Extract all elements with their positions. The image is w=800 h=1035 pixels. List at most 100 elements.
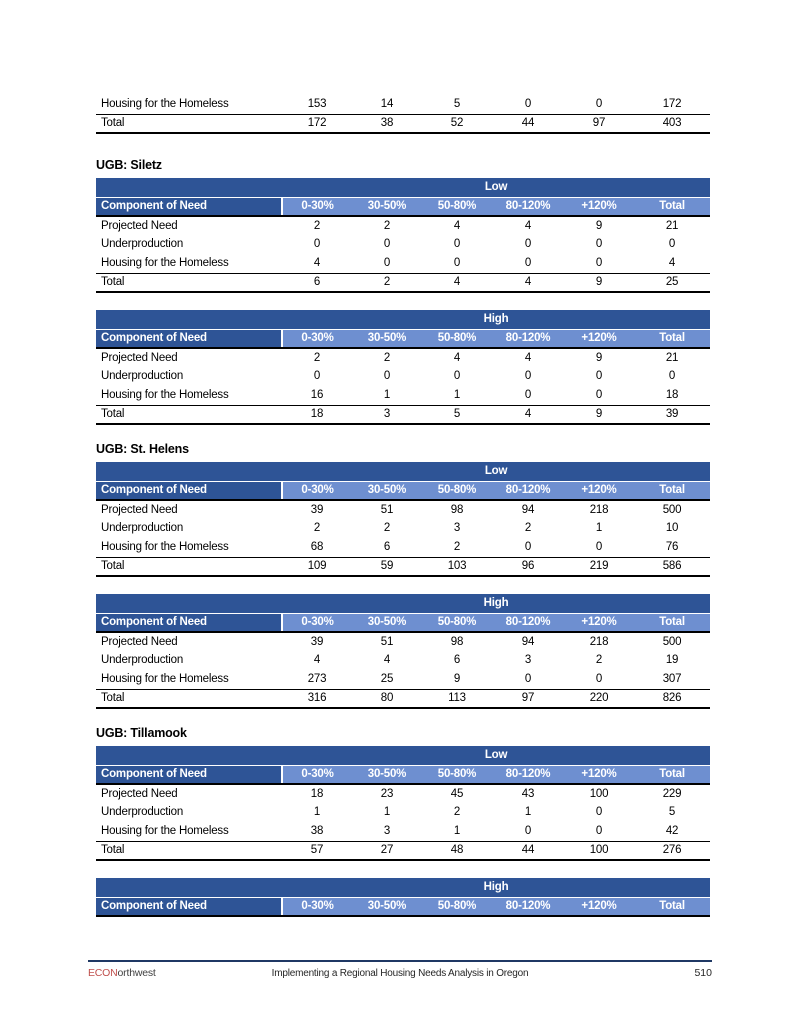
cell-value: 273	[282, 670, 352, 690]
component-of-need-header: Component of Need	[96, 765, 282, 785]
cell-value: 21	[665, 351, 679, 364]
cell-value: 98	[450, 503, 464, 516]
scenario-band-row: Low	[96, 746, 711, 766]
cell-value: 25	[634, 273, 711, 293]
cell-value: 51	[380, 503, 394, 516]
row-label: Underproduction	[101, 238, 184, 251]
cell-value: 18	[310, 787, 324, 800]
cell-value: 307	[634, 670, 711, 690]
cell-value: 586	[634, 557, 711, 577]
table-row: Underproduction 1 1 2 1 0 5	[96, 803, 710, 822]
column-header: +120%	[564, 765, 634, 785]
scenario-band-corner	[96, 310, 282, 330]
cell-value: 4	[422, 273, 492, 293]
cell-value: 1	[313, 806, 321, 819]
cell-value: 0	[564, 254, 634, 274]
cell-value: 3	[352, 822, 422, 842]
table-row: Total 316 80 113 97 220 826	[96, 689, 711, 709]
footer-brand-logo: ECONorthwest	[88, 967, 238, 979]
cell-value: 229	[662, 787, 682, 800]
cell-value: 27	[352, 841, 422, 861]
cell-value: 14	[352, 95, 422, 115]
scenario-band-corner	[96, 878, 282, 898]
cell-value: 826	[634, 689, 711, 709]
cell-value: 44	[492, 114, 564, 134]
cell-value: 5	[422, 95, 492, 115]
cell-value: 6	[453, 654, 461, 667]
component-of-need-header: Component of Need	[96, 613, 282, 633]
component-of-need-header: Component of Need	[96, 329, 282, 349]
cell-value: 2	[383, 522, 391, 535]
page-content: Housing for the Homeless 153 14 5 0 0 172 Total…	[96, 95, 711, 934]
table-row: Underproduction 0 0 0 0 0 0	[96, 367, 710, 386]
footer-document-title: Implementing a Regional Housing Needs An…	[271, 968, 529, 979]
cell-value: 2	[352, 273, 422, 293]
cell-value: 0	[524, 370, 532, 383]
cell-value: 4	[524, 219, 532, 232]
cell-value: 0	[492, 670, 564, 690]
ugb-sections: UGB: Siletz Low Component of Need 0-30% 30-5…	[96, 158, 711, 917]
column-header: 30-50%	[352, 765, 422, 785]
cell-value: 98	[450, 635, 464, 648]
column-header: 50-80%	[422, 897, 492, 917]
table-row: Projected Need 39 51 98 94 218 500	[96, 632, 710, 651]
cell-value: 3	[524, 654, 532, 667]
cell-value: 48	[422, 841, 492, 861]
row-label: Housing for the Homeless	[96, 538, 282, 558]
column-header: 80-120%	[492, 329, 564, 349]
cell-value: 109	[282, 557, 352, 577]
row-label: Housing for the Homeless	[96, 386, 282, 406]
needs-table-high: High Component of Need 0-30% 30-50% 50-80% 80…	[96, 594, 711, 709]
footer: ECONorthwest Implementing a Regional Hou…	[88, 960, 712, 979]
cell-value: 4	[313, 654, 321, 667]
column-header: Total	[634, 329, 711, 349]
scenario-band-row: High	[96, 878, 711, 898]
column-header: 50-80%	[422, 765, 492, 785]
cell-value: 2	[422, 538, 492, 558]
cell-value: 220	[564, 689, 634, 709]
scenario-band-row: High	[96, 310, 711, 330]
cell-value: 0	[595, 238, 603, 251]
cell-value: 0	[492, 538, 564, 558]
cell-value: 16	[282, 386, 352, 406]
column-header: +120%	[564, 481, 634, 501]
row-label: Underproduction	[101, 522, 184, 535]
cell-value: 2	[313, 351, 321, 364]
scenario-label: High	[282, 594, 711, 614]
column-header-row: Component of Need 0-30% 30-50% 50-80% 80-120…	[96, 765, 711, 785]
column-header: 0-30%	[281, 329, 352, 349]
column-header: Total	[634, 897, 711, 917]
column-header: 0-30%	[281, 613, 352, 633]
column-header: 50-80%	[422, 329, 492, 349]
cell-value: 23	[380, 787, 394, 800]
component-of-need-header: Component of Need	[96, 197, 282, 217]
cell-value: 100	[564, 841, 634, 861]
cell-value: 4	[492, 273, 564, 293]
cell-value: 219	[564, 557, 634, 577]
component-of-need-header: Component of Need	[96, 897, 282, 917]
scenario-band-row: Low	[96, 462, 711, 482]
cell-value: 80	[352, 689, 422, 709]
cell-value: 5	[422, 405, 492, 425]
cell-value: 76	[634, 538, 711, 558]
cell-value: 9	[422, 670, 492, 690]
cell-value: 172	[634, 95, 710, 115]
cell-value: 113	[422, 689, 492, 709]
cell-value: 97	[492, 689, 564, 709]
table-row: Housing for the Homeless 273 25 9 0 0 307	[96, 670, 711, 690]
cell-value: 39	[634, 405, 711, 425]
cell-value: 0	[564, 386, 634, 406]
footer-page-number: 510	[694, 967, 712, 979]
cell-value: 0	[383, 238, 391, 251]
cell-value: 0	[492, 386, 564, 406]
column-header: 80-120%	[492, 197, 564, 217]
table-row: Underproduction 2 2 3 2 1 10	[96, 519, 710, 538]
cell-value: 21	[665, 219, 679, 232]
row-label: Total	[96, 557, 282, 577]
scenario-label: Low	[282, 462, 711, 482]
cell-value: 2	[595, 654, 603, 667]
column-header: 80-120%	[492, 481, 564, 501]
cell-value: 39	[310, 503, 324, 516]
cell-value: 39	[310, 635, 324, 648]
row-label: Underproduction	[101, 370, 184, 383]
